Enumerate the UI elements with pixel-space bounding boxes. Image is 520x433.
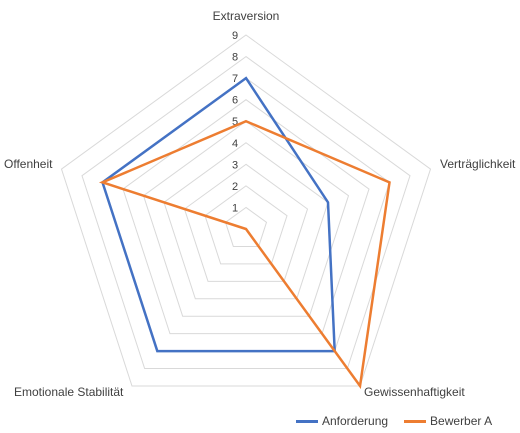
grid-ring-8: [81, 55, 411, 370]
grid-ring-2: [204, 185, 288, 265]
grid-ring-4: [163, 142, 329, 300]
legend: Anforderung Bewerber A: [296, 414, 508, 428]
legend-item-anforderung: Anforderung: [296, 414, 388, 428]
tick-label-4: 4: [232, 138, 238, 150]
radar-grid: [60, 34, 432, 387]
tick-label-2: 2: [232, 181, 238, 193]
grid-ring-3: [183, 163, 309, 282]
tick-label-3: 3: [232, 159, 238, 171]
grid-ring-6: [122, 99, 370, 335]
grid-ring-5: [142, 120, 350, 317]
radar-category-labels: Extraversion Verträglichkeit Gewissenhafti…: [4, 9, 516, 399]
tick-label-5: 5: [232, 116, 238, 128]
series-line-anforderung: [101, 76, 336, 353]
radar-series: [98, 76, 391, 390]
legend-swatch-anforderung: [296, 419, 318, 423]
category-label-3: Emotionale Stabilität: [14, 385, 124, 399]
tick-label-7: 7: [232, 73, 238, 85]
tick-label-9: 9: [232, 30, 238, 42]
legend-label-anforderung: Anforderung: [322, 414, 389, 428]
tick-label-8: 8: [232, 52, 238, 64]
category-label-2: Gewissenhaftigkeit: [364, 385, 465, 399]
radar-ticks: 1 2 3 4 5 6 7 8 9: [232, 30, 238, 214]
legend-swatch-bewerber-a: [404, 419, 427, 423]
legend-label-bewerber-a: Bewerber A: [430, 414, 493, 428]
category-label-4: Offenheit: [4, 157, 53, 171]
tick-label-1: 1: [232, 202, 238, 214]
grid-ring-1: [224, 206, 268, 247]
tick-label-6: 6: [232, 95, 238, 107]
category-label-1: Verträglichkeit: [440, 157, 516, 171]
grid-ring-7: [101, 77, 391, 352]
legend-item-bewerber-a: Bewerber A: [404, 414, 492, 428]
series-line-bewerber-a: [98, 119, 391, 390]
category-label-0: Extraversion: [213, 9, 280, 23]
grid-ring-9: [60, 34, 432, 387]
